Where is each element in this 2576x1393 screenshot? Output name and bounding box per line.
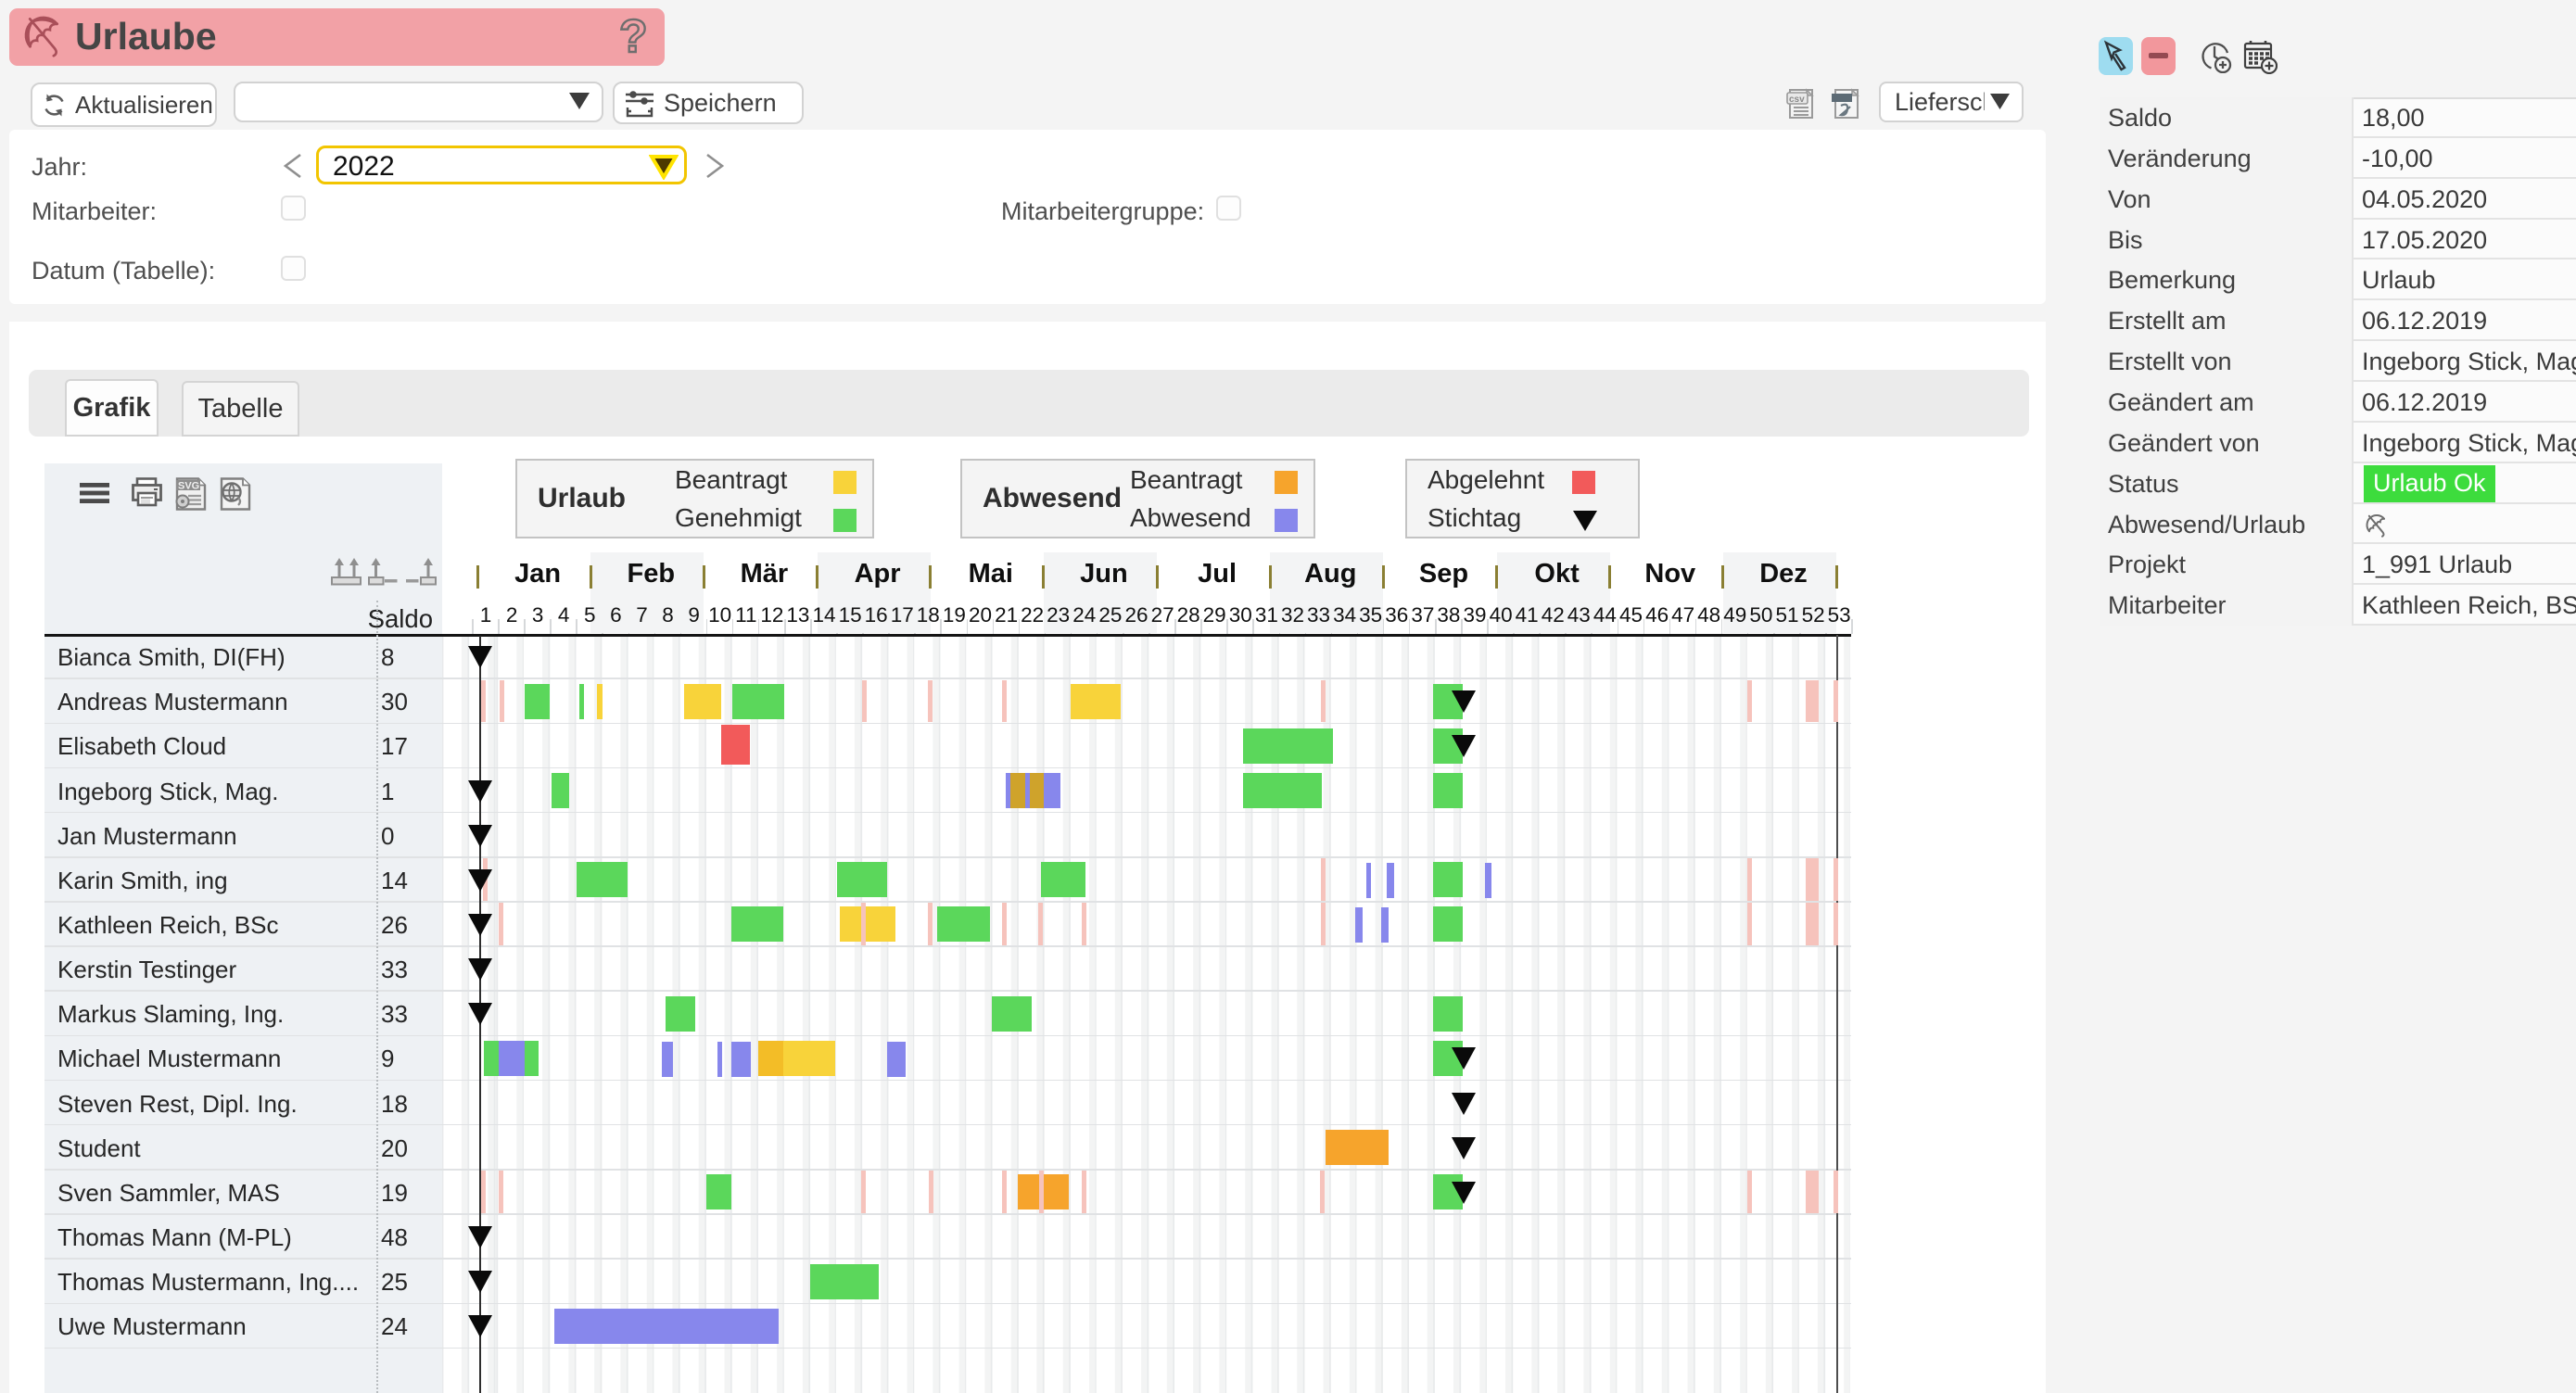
svg-text:SVG: SVG — [178, 481, 199, 492]
svg-text:csv: csv — [1789, 95, 1805, 105]
